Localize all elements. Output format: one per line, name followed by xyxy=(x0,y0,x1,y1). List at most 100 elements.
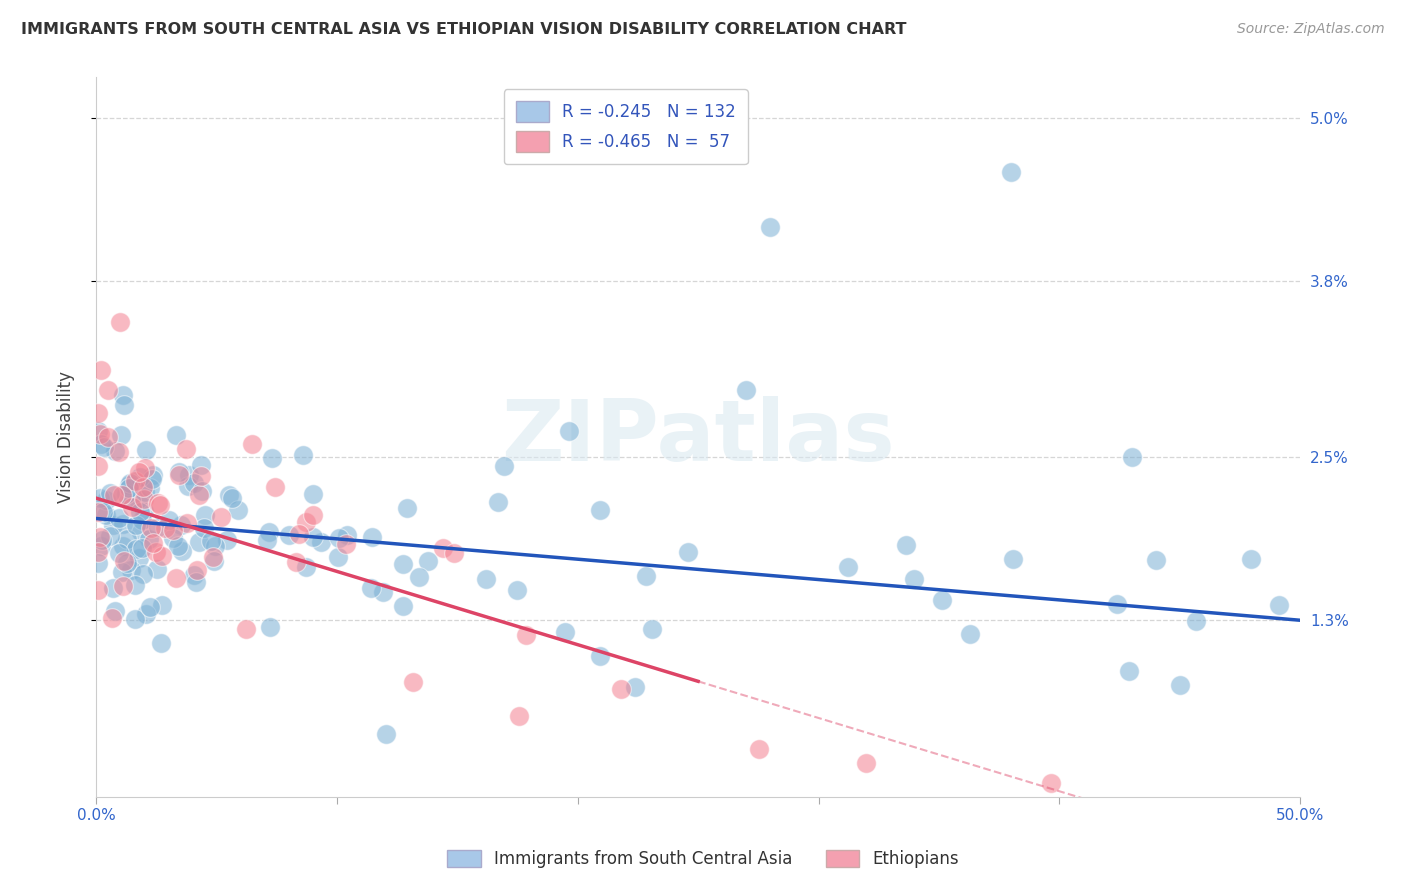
Point xyxy=(90,436,112,450)
Point xyxy=(172,544,194,558)
Point xyxy=(132,492,155,507)
Point xyxy=(931,593,953,607)
Point xyxy=(97,383,120,397)
Point xyxy=(209,510,232,524)
Point xyxy=(162,531,184,545)
Point xyxy=(288,526,311,541)
Point xyxy=(121,500,143,514)
Point xyxy=(117,532,139,546)
Point xyxy=(515,628,537,642)
Point xyxy=(87,505,110,519)
Point xyxy=(678,545,700,559)
Point xyxy=(292,448,315,462)
Point xyxy=(90,539,112,553)
Point xyxy=(432,541,454,555)
Point xyxy=(124,475,146,489)
Point xyxy=(735,383,758,397)
Point xyxy=(149,636,172,650)
Point xyxy=(124,578,146,592)
Point xyxy=(87,458,110,473)
Point xyxy=(111,539,134,553)
Point xyxy=(127,492,149,507)
Point xyxy=(360,530,382,544)
Point xyxy=(107,545,129,559)
Point xyxy=(759,219,782,234)
Point xyxy=(167,465,190,479)
Point xyxy=(141,472,163,486)
Point xyxy=(165,427,187,442)
Point xyxy=(336,527,359,541)
Point xyxy=(138,481,160,495)
Point xyxy=(301,486,323,500)
Point xyxy=(131,513,153,527)
Point xyxy=(87,406,110,420)
Point xyxy=(202,550,225,565)
Point xyxy=(416,554,439,568)
Point xyxy=(194,508,217,522)
Point xyxy=(90,363,112,377)
Point xyxy=(486,495,509,509)
Point xyxy=(1000,165,1022,179)
Point xyxy=(176,516,198,530)
Point xyxy=(554,624,576,639)
Point xyxy=(1240,552,1263,566)
Point xyxy=(132,567,155,582)
Point xyxy=(103,488,125,502)
Point xyxy=(474,572,496,586)
Point xyxy=(395,501,418,516)
Point xyxy=(134,461,156,475)
Point xyxy=(262,450,284,465)
Point xyxy=(120,563,142,577)
Point xyxy=(96,493,118,508)
Point xyxy=(408,570,430,584)
Text: ZIPatlas: ZIPatlas xyxy=(502,395,896,478)
Point xyxy=(104,444,127,458)
Point xyxy=(101,611,124,625)
Point xyxy=(294,559,316,574)
Point xyxy=(87,583,110,598)
Point xyxy=(959,627,981,641)
Point xyxy=(142,468,165,483)
Point xyxy=(97,429,120,443)
Point xyxy=(309,535,332,549)
Point xyxy=(443,546,465,560)
Point xyxy=(218,488,240,502)
Point xyxy=(135,607,157,621)
Point xyxy=(328,531,350,545)
Point xyxy=(153,521,176,535)
Point xyxy=(142,536,165,550)
Point xyxy=(188,535,211,549)
Point xyxy=(124,542,146,557)
Point xyxy=(128,465,150,479)
Point xyxy=(120,493,142,508)
Point xyxy=(183,476,205,491)
Legend: R = -0.245   N = 132, R = -0.465   N =  57: R = -0.245 N = 132, R = -0.465 N = 57 xyxy=(503,89,748,164)
Point xyxy=(112,398,135,412)
Point xyxy=(100,529,122,543)
Point xyxy=(174,442,197,456)
Point xyxy=(640,622,662,636)
Point xyxy=(110,428,132,442)
Point xyxy=(87,556,110,570)
Point xyxy=(259,619,281,633)
Point xyxy=(118,476,141,491)
Point xyxy=(285,555,308,569)
Point xyxy=(108,510,131,524)
Point xyxy=(108,315,131,329)
Point xyxy=(1268,598,1291,612)
Point xyxy=(157,513,180,527)
Point xyxy=(295,515,318,529)
Point xyxy=(104,603,127,617)
Point xyxy=(190,458,212,472)
Point xyxy=(335,537,357,551)
Point xyxy=(896,538,918,552)
Point xyxy=(138,599,160,614)
Point xyxy=(129,505,152,519)
Point xyxy=(855,756,877,770)
Point xyxy=(624,681,647,695)
Point xyxy=(1118,664,1140,678)
Point xyxy=(103,581,125,595)
Point xyxy=(111,579,134,593)
Point xyxy=(373,584,395,599)
Point xyxy=(150,599,173,613)
